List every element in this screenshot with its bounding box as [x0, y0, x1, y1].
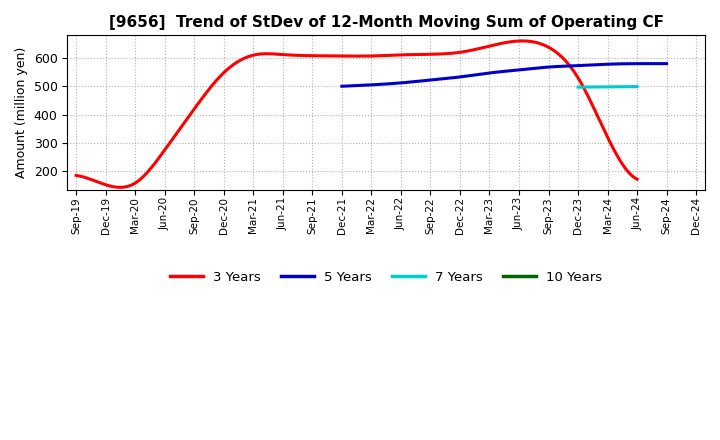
Title: [9656]  Trend of StDev of 12-Month Moving Sum of Operating CF: [9656] Trend of StDev of 12-Month Moving… [109, 15, 664, 30]
Y-axis label: Amount (million yen): Amount (million yen) [15, 47, 28, 178]
Legend: 3 Years, 5 Years, 7 Years, 10 Years: 3 Years, 5 Years, 7 Years, 10 Years [164, 266, 608, 289]
